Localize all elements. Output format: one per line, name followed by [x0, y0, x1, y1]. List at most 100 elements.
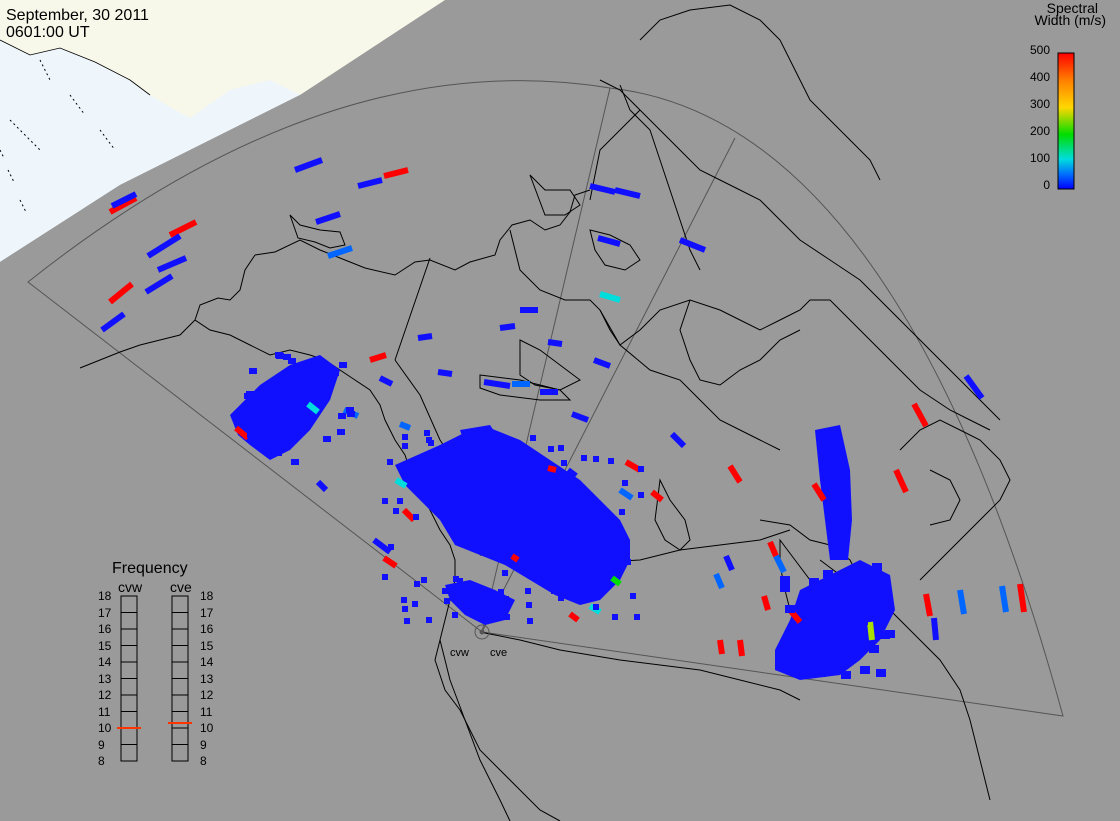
echo-cell — [858, 617, 868, 625]
echo-segment — [315, 479, 329, 493]
echo-cell — [424, 430, 430, 436]
echo-cell — [388, 544, 394, 550]
echo-segment — [614, 187, 641, 199]
echo-segment — [723, 554, 735, 572]
echo-cell — [841, 671, 851, 679]
echo-cell — [444, 598, 450, 604]
frequency-title: Frequency — [112, 560, 188, 577]
echo-segment — [650, 489, 664, 503]
frequency-tick-right: 14 — [200, 655, 214, 669]
radar-label-cve: cve — [490, 647, 508, 659]
echo-segment — [566, 467, 578, 479]
echo-cell — [571, 563, 577, 569]
echo-cell — [885, 630, 895, 638]
echo-cell — [442, 588, 448, 594]
colorbar-tick: 200 — [1029, 124, 1050, 138]
echo-cell — [780, 576, 790, 584]
echo-cell — [430, 488, 436, 494]
echo-segment — [306, 401, 320, 415]
echo-segment — [417, 333, 433, 341]
echo-segment — [547, 465, 557, 473]
frequency-label-cvw: cvw — [118, 579, 143, 595]
echo-cell — [528, 493, 534, 499]
echo-segment — [618, 487, 634, 501]
echo-cell — [471, 607, 477, 613]
echo-cell — [274, 450, 282, 456]
echo-segment — [931, 617, 939, 641]
echo-cell — [514, 564, 520, 570]
echo-cell — [548, 446, 554, 452]
echo-segment — [811, 482, 827, 502]
echo-cell — [402, 434, 408, 440]
echo-cell — [625, 559, 631, 565]
echo-cell — [499, 502, 505, 508]
frequency-tick-left: 18 — [98, 589, 112, 603]
echo-segment — [168, 219, 198, 238]
echo-east-column — [815, 425, 852, 560]
echo-cell — [266, 431, 274, 437]
echo-cell — [285, 375, 293, 381]
echo-cell — [247, 432, 255, 438]
echo-cell — [402, 606, 408, 612]
echo-cell — [513, 440, 519, 446]
echo-cell — [526, 602, 532, 608]
echo-segment — [597, 235, 621, 247]
echo-cell — [509, 509, 515, 515]
frequency-tick-right: 17 — [200, 605, 214, 620]
frequency-bars — [117, 595, 192, 762]
daylight-land — [0, 0, 445, 118]
echo-cell — [565, 570, 571, 576]
echo-cell — [504, 614, 510, 620]
echo-cell — [451, 475, 457, 481]
echo-cell — [564, 553, 570, 559]
echo-cell — [438, 505, 444, 511]
echo-cell — [382, 498, 388, 504]
frequency-tick-left: 13 — [98, 671, 112, 686]
date-label: September, 30 2011 — [6, 7, 149, 24]
radar-site-center — [479, 629, 485, 635]
echo-segment — [999, 585, 1009, 613]
echo-cell — [786, 642, 796, 650]
echo-cell — [815, 666, 825, 674]
echo-segment — [398, 421, 412, 431]
echo-cell — [411, 476, 417, 482]
echo-cell — [612, 614, 618, 620]
echo-cell — [295, 399, 303, 405]
colorbar-title-2: Width (m/s) — [1034, 12, 1106, 28]
echo-cell — [559, 525, 565, 531]
scatter-echoes — [100, 157, 1027, 679]
echo-cell — [869, 645, 879, 653]
echo-cell — [402, 443, 408, 449]
echo-cell — [551, 588, 557, 594]
echo-segment — [293, 157, 324, 173]
echo-cell — [337, 429, 345, 435]
echo-segment — [108, 195, 138, 215]
echo-segment — [144, 273, 174, 295]
frequency-tick-right: 12 — [200, 688, 214, 702]
echo-cell — [489, 451, 495, 457]
echo-segment — [372, 537, 392, 555]
frequency-tick-left: 11 — [98, 704, 111, 719]
echo-cell — [498, 524, 504, 530]
echo-segment — [357, 177, 383, 189]
frequency-tick-left: 9 — [98, 737, 105, 752]
echo-segment — [727, 464, 743, 484]
echo-segment — [624, 459, 642, 473]
echo-cell — [539, 508, 545, 514]
echo-segment — [110, 191, 138, 209]
echo-cell — [593, 604, 599, 610]
echo-segment — [1017, 583, 1027, 613]
echo-segment — [401, 507, 417, 523]
echo-segment — [592, 357, 612, 369]
frequency-tick-right: 15 — [200, 638, 214, 653]
echo-segment — [893, 468, 909, 494]
echo-segment — [761, 595, 771, 611]
echo-segment — [382, 555, 398, 569]
echo-cell — [823, 570, 833, 578]
radar-site — [474, 624, 490, 640]
colorbar — [1057, 52, 1075, 190]
frequency-tick-left: 12 — [98, 688, 112, 702]
echo-segment — [437, 369, 453, 377]
echo-cell — [507, 475, 513, 481]
